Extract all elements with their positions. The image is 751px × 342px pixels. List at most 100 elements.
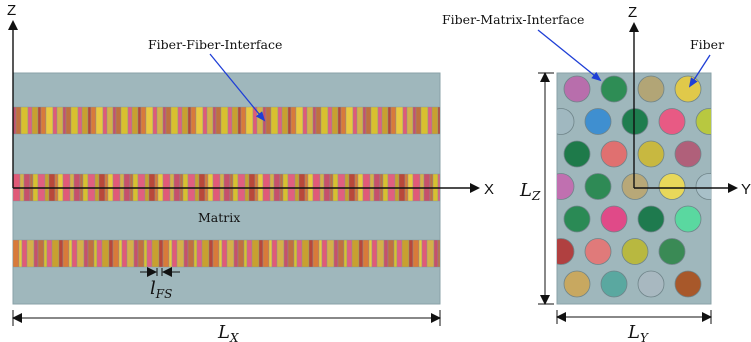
ly-dimension: LY (556, 310, 712, 342)
fiber-segment (195, 106, 204, 135)
fiber-segment (118, 239, 123, 268)
fiber-matrix-interface-arrow (537, 29, 602, 82)
fiber-segment (143, 239, 148, 268)
fiber-segment (418, 239, 423, 268)
fiber-fiber-interface-arrow (209, 53, 266, 122)
fiber-segment (87, 239, 95, 268)
fiber-segment (162, 239, 170, 268)
fiber-segment (262, 239, 270, 268)
fiber-segment (165, 106, 172, 135)
fiber-segment (26, 239, 35, 268)
fiber-segment (90, 106, 97, 135)
fiber-segment (415, 106, 422, 135)
fiber-segment (293, 239, 298, 268)
fiber-segment (183, 239, 189, 268)
fiber-segment (237, 106, 242, 135)
fiber-circle (637, 270, 665, 298)
fiber-segment (58, 239, 64, 268)
fiber-segment (170, 106, 179, 135)
fiber-segment (37, 106, 42, 135)
fiber-segment (177, 106, 183, 135)
fiber-circle (584, 238, 612, 265)
fiber-segment (326, 239, 335, 268)
fiber-segment (33, 239, 39, 268)
fiber-segment (240, 106, 247, 135)
lx-label: LX (217, 322, 239, 342)
fiber-segment (43, 239, 48, 268)
fiber-segment (393, 239, 398, 268)
right-view: Z Y Fiber-Matrix-Interface Fiber LZ LY (442, 4, 751, 342)
fiber-segment (218, 239, 223, 268)
fiber-segment (112, 106, 117, 135)
fiber-segment (283, 239, 289, 268)
fiber-segment (156, 106, 164, 135)
fiber-segment (187, 106, 192, 135)
fiber-segment (77, 106, 83, 135)
fiber-segment (120, 106, 129, 135)
fiber-circle (674, 205, 702, 233)
fiber-segment (96, 239, 103, 268)
fiber-segment (152, 106, 158, 135)
fiber-segment (133, 239, 139, 268)
lz-label: LZ (519, 180, 541, 203)
fiber-segment (227, 106, 233, 135)
fiber-segment (401, 239, 410, 268)
fiber-segment (215, 106, 222, 135)
fiber-segment (171, 239, 178, 268)
fiber-segment (220, 106, 229, 135)
fiber-segment (327, 106, 333, 135)
fiber-segment (52, 106, 58, 135)
fiber-segment (201, 239, 210, 268)
fiber-segment (31, 106, 39, 135)
fiber-circle (600, 270, 628, 298)
fiber-segment (368, 239, 373, 268)
fiber-segment (212, 106, 217, 135)
fiber-circle (674, 140, 702, 168)
fiber-segment (20, 106, 29, 135)
fiber-segment (243, 239, 248, 268)
fiber-segment (76, 239, 85, 268)
fiber-circle (674, 270, 702, 298)
fiber-segment (433, 239, 439, 268)
left-view: Z X Fiber-Fiber-Interface Matrix lFS LX (7, 2, 494, 342)
fiber-segment (145, 106, 154, 135)
fiber-segment (320, 106, 329, 135)
fiber-segment (190, 106, 197, 135)
fiber-segment (65, 106, 72, 135)
fiber-segment (301, 239, 310, 268)
fiber-row-bottom (12, 239, 441, 268)
fiber-segment (131, 106, 139, 135)
fiber-segment (208, 239, 214, 268)
fiber-segment (81, 106, 89, 135)
fiber-segment (333, 239, 339, 268)
fiber-segment (137, 239, 145, 268)
fiber-segment (18, 239, 23, 268)
fiber-segment (396, 239, 403, 268)
fiber-segment (383, 239, 389, 268)
fiber-segment (331, 106, 339, 135)
fiber-label: Fiber (690, 37, 724, 52)
fiber-segment (408, 239, 414, 268)
fiber-segment (146, 239, 153, 268)
fiber-segment (181, 106, 189, 135)
fiber-segment (358, 239, 364, 268)
fiber-segment (258, 239, 264, 268)
fiber-segment (137, 106, 142, 135)
fiber-segment (277, 106, 283, 135)
lz-dimension: LZ (519, 72, 554, 305)
fiber-segment (106, 106, 114, 135)
fiber-segment (337, 106, 342, 135)
fiber-circle (557, 173, 575, 200)
fiber-segment (202, 106, 208, 135)
fiber-circle (600, 75, 628, 103)
fiber-segment (251, 239, 260, 268)
fiber-segment (270, 106, 279, 135)
fiber-segment (276, 239, 285, 268)
fiber-circle (584, 173, 612, 200)
fiber-circle (658, 108, 686, 135)
fiber-segment (212, 239, 220, 268)
fiber-segment (140, 106, 147, 135)
fiber-circle (695, 108, 711, 135)
fiber-circle (557, 108, 575, 135)
